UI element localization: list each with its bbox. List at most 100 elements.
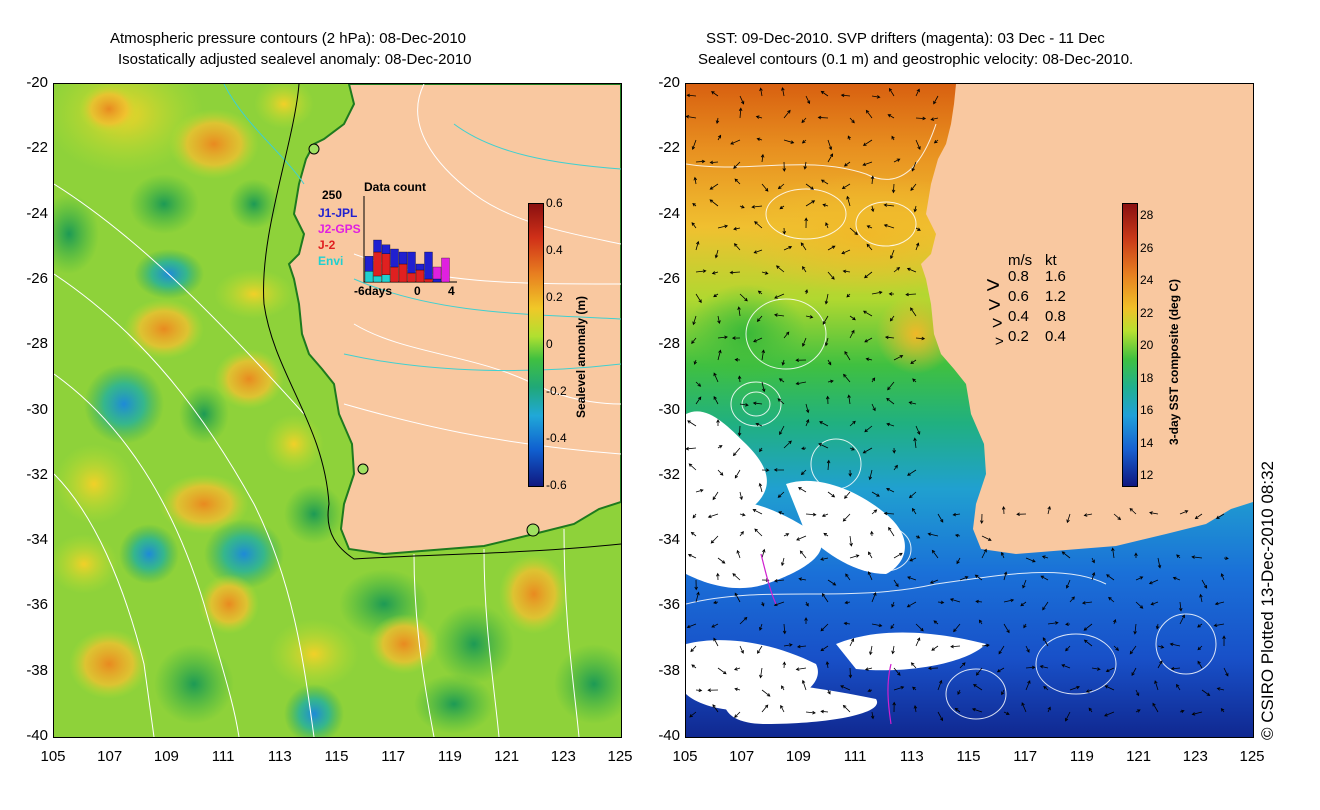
velocity-legend-kt: 1.6 <box>1045 268 1066 285</box>
velocity-arrow-symbol: > <box>992 313 1003 333</box>
inset-bar-segment <box>390 248 399 268</box>
right-y-tick-label: -20 <box>658 74 680 91</box>
left-title-line1: Atmospheric pressure contours (2 hPa): 0… <box>110 30 467 47</box>
data-count-inset: Data count 250 J1-JPL J2-GPS J-2 Envi -6… <box>312 180 472 300</box>
right-land-australia <box>921 84 1253 554</box>
inset-legend-envi: Envi <box>318 254 344 268</box>
left-y-tick-label: -36 <box>26 596 48 614</box>
left-y-tick-label: -28 <box>26 335 48 353</box>
velocity-arrow-symbol: > <box>995 333 1004 350</box>
velocity-legend-ms: 0.8 <box>1008 268 1029 285</box>
geostrophic-velocity-arrows <box>686 86 1229 722</box>
inset-bar-segment <box>441 257 450 283</box>
inset-bar-segment <box>424 278 433 283</box>
left-y-tick-label: -38 <box>26 661 48 679</box>
velocity-legend: m/s kt >0.8 1.6 >0.6 1.2 >0.4 0.8 >0.2 0.4 <box>980 252 1090 352</box>
drifter-track <box>887 663 892 725</box>
velocity-legend-kt: 0.4 <box>1045 328 1066 345</box>
right-sst-map <box>685 83 1254 738</box>
left-y-tick-label: -32 <box>26 465 48 483</box>
left-x-tick-label: 125 <box>607 748 633 765</box>
right-colorbar-title: 3-day SST composite (deg C) <box>1167 278 1181 445</box>
inset-bar-segment <box>398 251 408 265</box>
left-x-tick-label: 115 <box>324 748 349 765</box>
left-x-tick-label: 111 <box>211 748 235 765</box>
left-colorbar <box>528 203 544 487</box>
right-map-svg <box>686 84 1253 737</box>
right-y-tick-label: -36 <box>658 596 680 614</box>
right-colorbar-tick: 12 <box>1140 468 1154 482</box>
left-colorbar-tick: 0 <box>546 337 553 351</box>
left-title-line2: Isostatically adjusted sealevel anomaly:… <box>118 51 472 68</box>
cloud-mask <box>686 411 986 724</box>
left-colorbar-tick: 0.6 <box>546 196 563 210</box>
right-x-tick-label: 113 <box>899 748 924 765</box>
right-y-tick-label: -28 <box>658 335 680 353</box>
right-y-tick-label: -26 <box>658 269 680 287</box>
right-y-tick-label: -38 <box>658 661 680 679</box>
right-colorbar-tick: 18 <box>1140 370 1154 385</box>
sealevel-anomaly-field <box>54 84 621 737</box>
left-colorbar-tick: -0.4 <box>546 431 567 445</box>
tide-gauge-marker <box>526 523 540 537</box>
inset-bar-segment <box>381 274 391 283</box>
tide-gauge-marker <box>308 143 320 155</box>
left-colorbar-tick: 0.4 <box>546 243 563 257</box>
right-x-tick-label: 123 <box>1182 748 1208 765</box>
left-colorbar-tick: -0.2 <box>546 384 567 398</box>
inset-bar-segment <box>364 256 374 272</box>
inset-bar-segment <box>373 251 382 277</box>
left-x-tick-label: 121 <box>494 748 520 765</box>
inset-bar-segment <box>390 266 399 283</box>
inset-bar-segment <box>373 275 382 283</box>
drifter-track <box>760 553 777 605</box>
right-y-tick-label: -24 <box>658 204 680 222</box>
pressure-contours <box>54 84 621 737</box>
right-colorbar-tick: 24 <box>1140 273 1154 287</box>
right-title-line1: SST: 09-Dec-2010. SVP drifters (magenta)… <box>706 30 1105 47</box>
right-y-tick-label: -30 <box>658 400 680 418</box>
right-x-tick-label: 105 <box>672 748 698 765</box>
left-x-tick-label: 113 <box>267 748 292 765</box>
right-colorbar <box>1122 203 1138 487</box>
right-colorbar-tick: 22 <box>1140 305 1154 320</box>
left-x-tick-label: 107 <box>97 748 123 765</box>
inset-legend-j-2: J-2 <box>318 238 336 252</box>
velocity-legend-ms: 0.4 <box>1008 308 1029 325</box>
right-x-tick-label: 117 <box>1013 748 1038 765</box>
right-x-tick-label: 119 <box>1069 748 1094 765</box>
inset-legend-j2-gps: J2-GPS <box>318 222 361 236</box>
right-y-tick-label: -22 <box>658 139 680 157</box>
right-x-tick-label: 111 <box>843 748 867 765</box>
right-x-tick-label: 121 <box>1126 748 1152 765</box>
legend-header-ms: m/s <box>1008 252 1033 269</box>
right-x-tick-label: 109 <box>785 748 811 765</box>
right-x-tick-label: 115 <box>956 748 981 765</box>
inset-bar-segment <box>407 251 416 274</box>
inset-bar-segment <box>398 263 408 283</box>
inset-bar-segment <box>381 244 391 254</box>
inset-bar-segment <box>364 271 374 283</box>
inset-bar-segment <box>415 269 425 283</box>
cyan-contours <box>223 84 621 372</box>
right-x-tick-label: 125 <box>1239 748 1265 765</box>
inset-bar-segment <box>415 263 425 271</box>
left-x-tick-label: 105 <box>40 748 66 765</box>
left-colorbar-tick: 0.2 <box>546 290 563 304</box>
inset-bar-segment <box>381 253 391 275</box>
inset-ymax-label: 250 <box>322 188 343 202</box>
left-y-tick-label: -34 <box>26 531 48 549</box>
tide-gauge-marker <box>357 463 369 475</box>
sealevel-contours <box>686 123 1217 720</box>
right-colorbar-tick: 26 <box>1140 240 1154 255</box>
right-colorbar-tick: 28 <box>1140 208 1154 222</box>
left-y-tick-label: -22 <box>26 139 48 157</box>
left-y-tick-label: -20 <box>26 74 48 91</box>
right-y-tick-label: -32 <box>658 465 680 483</box>
inset-title: Data count <box>364 180 427 194</box>
left-x-tick-label: 123 <box>550 748 576 765</box>
left-y-tick-label: -24 <box>26 204 48 222</box>
legend-header-kt: kt <box>1045 252 1057 269</box>
velocity-legend-kt: 1.2 <box>1045 288 1066 305</box>
left-x-tick-label: 117 <box>381 748 406 765</box>
